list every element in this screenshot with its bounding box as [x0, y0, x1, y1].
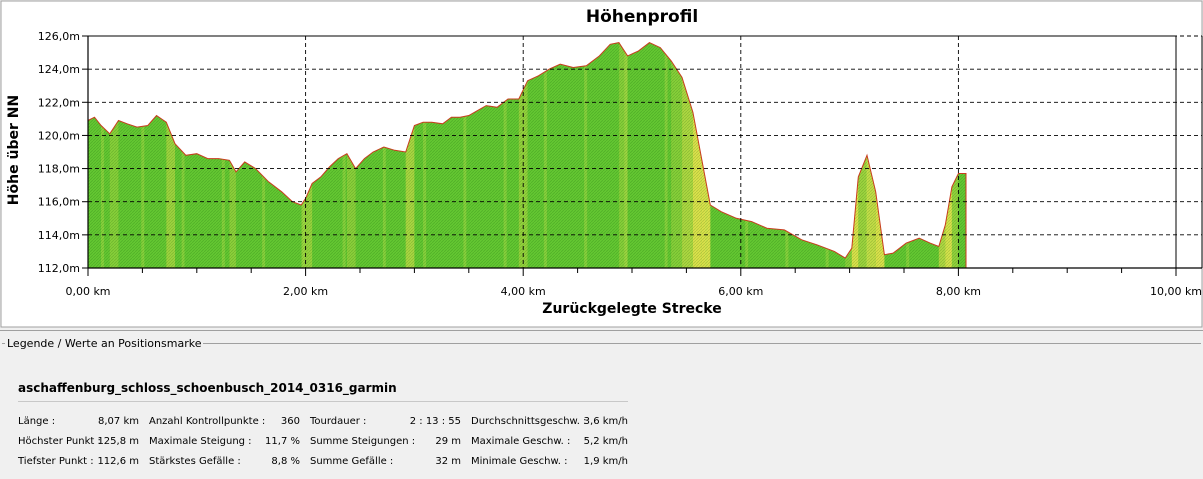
stat-label: Anzahl Kontrollpunkte : — [149, 416, 266, 427]
x-tick-label: 10,00 km — [1150, 285, 1202, 298]
stat-label: Minimale Geschw. : — [471, 456, 568, 467]
stat-label: Länge : — [18, 416, 56, 427]
elevation-line — [87, 42, 967, 269]
axes: 0,00 km 2,00 km 4,00 km 6,00 km 8,00 km 10,00… — [38, 30, 1202, 298]
stat-value: 112,6 m — [97, 456, 139, 467]
track-name: aschaffenburg_schloss_schoenbusch_2014_0… — [18, 381, 397, 395]
x-tick-label: 6,00 km — [718, 285, 763, 298]
stat-value: 32 m — [435, 456, 461, 467]
stat-value: 1,9 km/h — [583, 456, 628, 467]
y-tick-label: 112,0m — [38, 262, 80, 275]
elevation-chart[interactable]: Höhenprofil 0,00 km 2,00 km 4,00 km 6,00 km… — [0, 0, 1203, 330]
x-tick-label: 2,00 km — [283, 285, 328, 298]
legend-frame — [2, 343, 1201, 478]
stat-value: 5,2 km/h — [583, 436, 628, 447]
chart-title: Höhenprofil — [586, 7, 698, 27]
y-tick-label: 122,0m — [38, 96, 80, 109]
stat-value: 125,8 m — [97, 436, 139, 447]
stat-label: Tourdauer : — [310, 416, 367, 427]
x-axis-label: Zurückgelegte Strecke — [542, 301, 721, 317]
stat-value: 2 : 13 : 55 — [409, 416, 461, 427]
x-tick-label: 0,00 km — [65, 285, 110, 298]
stat-label: Summe Gefälle : — [310, 456, 394, 467]
y-tick-label: 126,0m — [38, 30, 80, 43]
chart-panel: Höhenprofil 0,00 km 2,00 km 4,00 km 6,00 km… — [0, 0, 1203, 331]
stat-label: Maximale Steigung : — [149, 436, 252, 447]
stat-label: Maximale Geschw. : — [471, 436, 571, 447]
stat-value: 11,7 % — [265, 436, 300, 447]
stat-value: 360 — [280, 416, 300, 427]
stat-label: Höchster Punkt : — [18, 436, 101, 447]
stat-value: 3,6 km/h — [583, 416, 628, 427]
y-axis-label: Höhe über NN — [6, 95, 22, 205]
stat-label: Stärkstes Gefälle : — [149, 456, 241, 467]
stat-label: Summe Steigungen : — [310, 436, 416, 447]
x-tick-label: 4,00 km — [501, 285, 546, 298]
stat-value: 8,8 % — [271, 456, 300, 467]
stat-label: Tiefster Punkt : — [18, 456, 94, 467]
y-tick-label: 114,0m — [38, 229, 80, 242]
stat-value: 8,07 km — [98, 416, 139, 427]
stat-label: Durchschnittsgeschw. : — [471, 416, 587, 427]
y-tick-label: 120,0m — [38, 129, 80, 142]
y-tick-label: 118,0m — [38, 163, 80, 176]
y-tick-label: 124,0m — [38, 63, 80, 76]
x-tick-label: 8,00 km — [936, 285, 981, 298]
y-tick-label: 116,0m — [38, 196, 80, 209]
stat-value: 29 m — [435, 436, 461, 447]
legend-caption: Legende / Werte an Positionsmarke — [5, 337, 204, 350]
track-divider — [18, 401, 628, 402]
